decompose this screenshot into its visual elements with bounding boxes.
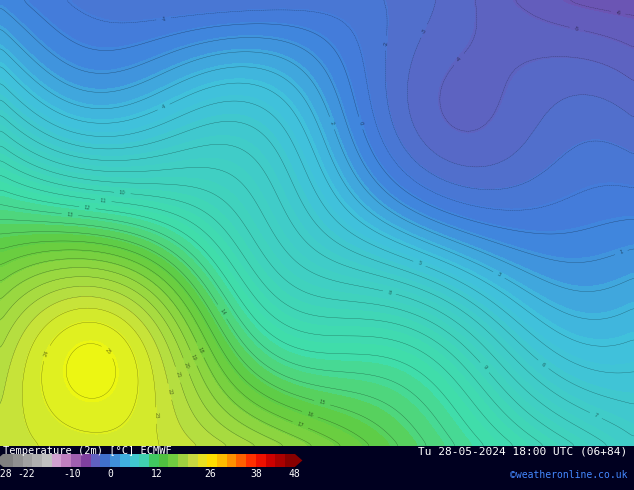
Text: 3: 3 [496, 272, 501, 278]
Bar [217, 454, 227, 467]
Text: 24: 24 [43, 349, 50, 357]
Text: 26: 26 [205, 469, 216, 479]
Text: 15: 15 [318, 399, 326, 406]
Bar [3, 454, 13, 467]
Bar [110, 454, 120, 467]
Text: 13: 13 [67, 212, 74, 218]
Bar [158, 454, 169, 467]
Text: 18: 18 [197, 346, 204, 354]
Text: 25: 25 [104, 347, 112, 356]
Bar [32, 454, 42, 467]
Text: 7: 7 [593, 413, 598, 418]
Bar [23, 454, 32, 467]
Text: 19: 19 [190, 354, 197, 362]
Bar [149, 454, 158, 467]
Text: Tu 28-05-2024 18:00 UTC (06+84): Tu 28-05-2024 18:00 UTC (06+84) [418, 446, 628, 456]
Bar [129, 454, 139, 467]
Text: -4: -4 [455, 55, 463, 63]
Text: 23: 23 [153, 412, 158, 419]
Bar [61, 454, 71, 467]
Bar [52, 454, 61, 467]
Text: -10: -10 [63, 469, 81, 479]
Text: -2: -2 [384, 40, 389, 46]
Bar [285, 454, 295, 467]
Bar [246, 454, 256, 467]
Text: 4: 4 [161, 104, 166, 110]
Bar [227, 454, 236, 467]
Text: -1: -1 [161, 16, 167, 22]
Text: -22: -22 [17, 469, 35, 479]
Text: 17: 17 [296, 421, 304, 429]
Text: 12: 12 [84, 205, 91, 211]
Text: 9: 9 [482, 365, 488, 370]
Bar [178, 454, 188, 467]
Bar [100, 454, 110, 467]
Text: 10: 10 [119, 190, 126, 196]
Text: 14: 14 [218, 307, 226, 316]
Bar [188, 454, 198, 467]
Bar [275, 454, 285, 467]
Bar [256, 454, 266, 467]
Text: 5: 5 [417, 261, 422, 267]
Text: 8: 8 [387, 290, 392, 295]
Text: 6: 6 [540, 362, 546, 368]
Bar [13, 454, 23, 467]
Text: -5: -5 [574, 26, 580, 32]
Bar [81, 454, 91, 467]
Text: 16: 16 [306, 411, 314, 418]
Text: Temperature (2m) [°C] ECMWF: Temperature (2m) [°C] ECMWF [3, 446, 172, 456]
FancyArrow shape [295, 454, 302, 467]
Text: 0: 0 [358, 121, 363, 125]
Text: 1: 1 [619, 249, 624, 255]
Text: -3: -3 [421, 27, 427, 34]
Bar [42, 454, 52, 467]
Text: 38: 38 [250, 469, 262, 479]
Bar [91, 454, 100, 467]
Text: 11: 11 [100, 197, 107, 203]
Bar [198, 454, 207, 467]
Text: -6: -6 [615, 10, 621, 16]
Bar [169, 454, 178, 467]
Bar [236, 454, 246, 467]
Bar [120, 454, 129, 467]
Bar [71, 454, 81, 467]
Bar [207, 454, 217, 467]
Text: -28: -28 [0, 469, 12, 479]
Text: 22: 22 [167, 388, 173, 395]
Text: 0: 0 [108, 469, 113, 479]
Text: 20: 20 [183, 362, 190, 370]
Text: 21: 21 [174, 370, 181, 379]
Text: ©weatheronline.co.uk: ©weatheronline.co.uk [510, 470, 628, 480]
FancyArrow shape [0, 454, 3, 467]
Text: 12: 12 [151, 469, 162, 479]
Bar [266, 454, 275, 467]
Text: 48: 48 [289, 469, 301, 479]
Bar [139, 454, 149, 467]
Text: 2: 2 [329, 121, 335, 125]
